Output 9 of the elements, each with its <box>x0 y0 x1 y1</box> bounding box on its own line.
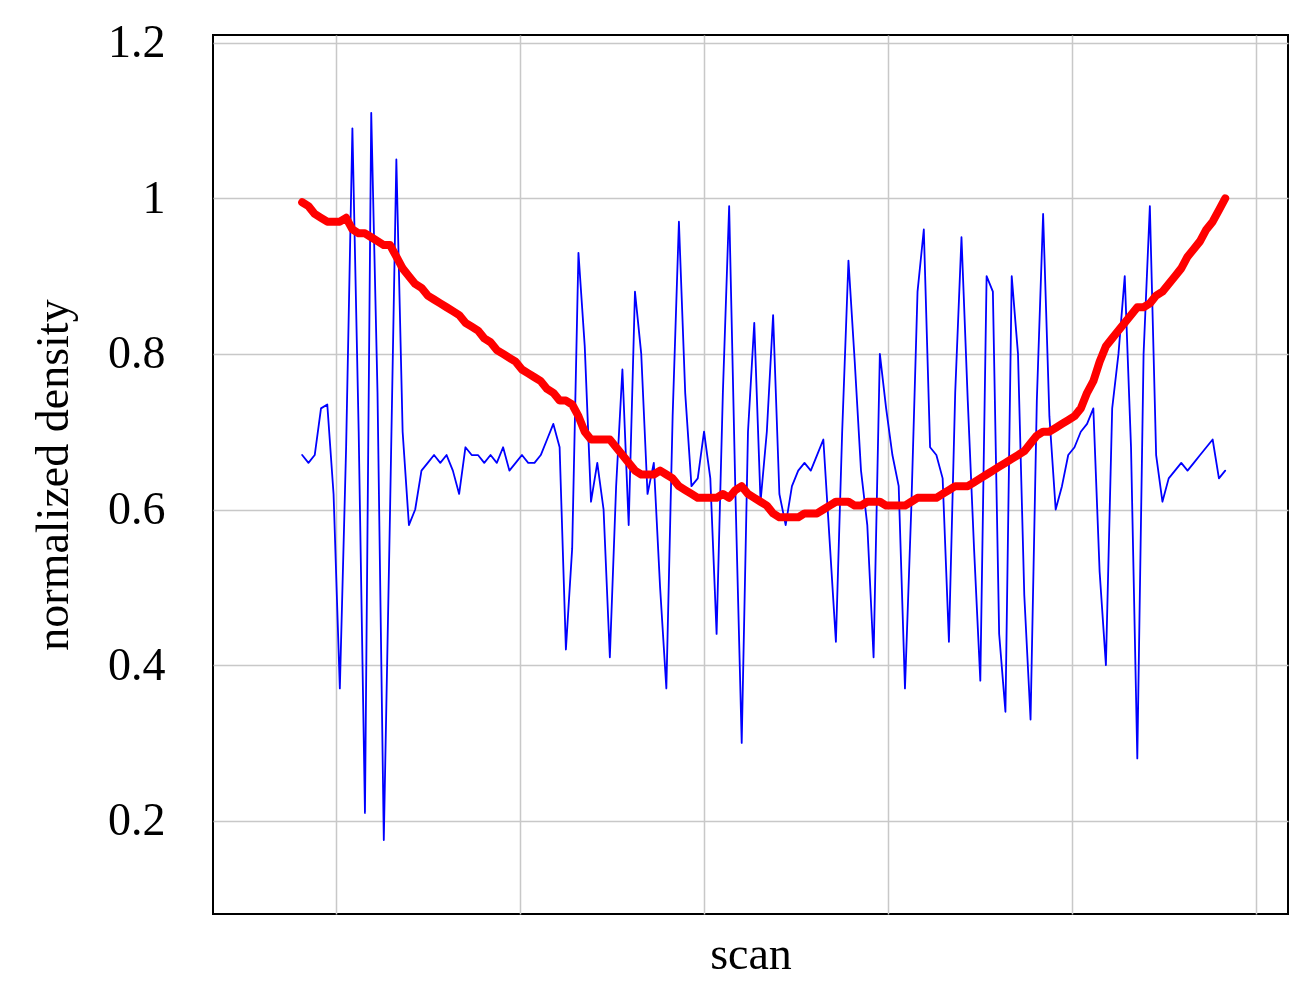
y-axis-title: normalized density <box>27 299 78 651</box>
x-axis-title: scan <box>710 927 792 979</box>
y-tick-label: 0.6 <box>108 483 166 534</box>
line-series <box>301 111 1227 841</box>
y-tick-label: 1 <box>142 171 166 223</box>
y-tick-label: 1.2 <box>108 16 166 68</box>
y-tick-label: 0.2 <box>108 794 166 846</box>
y-tick-label: 0.8 <box>108 327 166 379</box>
y-tick-label: 0.4 <box>108 638 166 690</box>
